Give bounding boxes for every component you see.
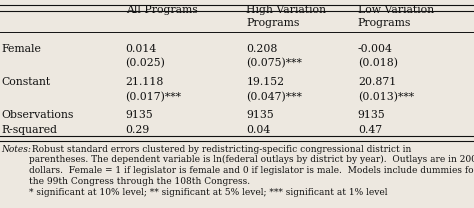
- Text: 19.152: 19.152: [246, 77, 284, 87]
- Text: 21.118: 21.118: [126, 77, 164, 87]
- Text: 0.014: 0.014: [126, 44, 157, 54]
- Text: Low Variation
Programs: Low Variation Programs: [358, 5, 434, 28]
- Text: Female: Female: [1, 44, 41, 54]
- Text: 0.208: 0.208: [246, 44, 278, 54]
- Text: -0.004: -0.004: [358, 44, 393, 54]
- Text: 20.871: 20.871: [358, 77, 396, 87]
- Text: R-squared: R-squared: [1, 125, 57, 135]
- Text: (0.013)***: (0.013)***: [358, 92, 414, 102]
- Text: All Programs: All Programs: [126, 5, 197, 15]
- Text: (0.047)***: (0.047)***: [246, 92, 302, 102]
- Text: (0.075)***: (0.075)***: [246, 58, 302, 69]
- Text: 0.29: 0.29: [126, 125, 150, 135]
- Text: (0.025): (0.025): [126, 58, 165, 69]
- Text: 0.47: 0.47: [358, 125, 382, 135]
- Text: Notes:: Notes:: [1, 145, 31, 154]
- Text: (0.018): (0.018): [358, 58, 398, 69]
- Text: 9135: 9135: [358, 110, 386, 120]
- Text: High Variation
Programs: High Variation Programs: [246, 5, 327, 28]
- Text: Robust standard errors clustered by redistricting-specific congressional distric: Robust standard errors clustered by redi…: [29, 145, 474, 197]
- Text: 0.04: 0.04: [246, 125, 271, 135]
- Text: Observations: Observations: [1, 110, 73, 120]
- Text: 9135: 9135: [126, 110, 154, 120]
- Text: (0.017)***: (0.017)***: [126, 92, 182, 102]
- Text: 9135: 9135: [246, 110, 274, 120]
- Text: Constant: Constant: [1, 77, 50, 87]
